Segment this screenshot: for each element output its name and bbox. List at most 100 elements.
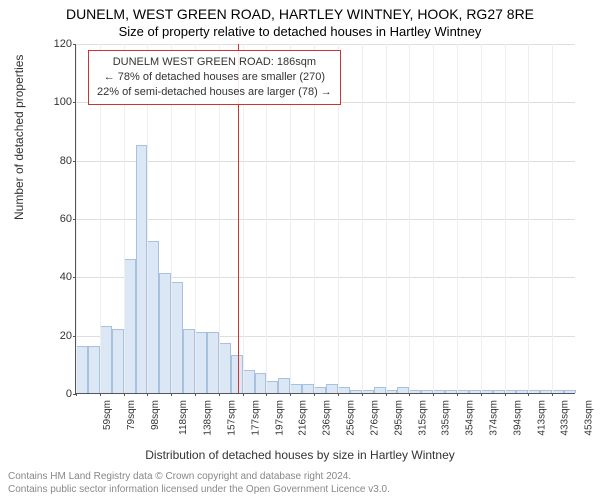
histogram-bar <box>266 381 278 393</box>
xtick-label: 433sqm <box>560 400 571 436</box>
xtick-mark <box>362 393 363 396</box>
footer-line-1: Contains HM Land Registry data © Crown c… <box>8 471 390 484</box>
histogram-bar <box>76 346 88 393</box>
xtick-mark <box>147 393 148 396</box>
gridline-v <box>528 44 529 393</box>
xtick-mark <box>409 393 410 396</box>
chart-title-subtitle: Size of property relative to detached ho… <box>0 24 600 39</box>
chart-title-address: DUNELM, WEST GREEN ROAD, HARTLEY WINTNEY… <box>0 6 600 22</box>
gridline-v <box>505 44 506 393</box>
histogram-bar <box>255 373 267 393</box>
histogram-bar <box>469 390 481 393</box>
histogram-bar <box>314 387 326 393</box>
xtick-mark <box>219 393 220 396</box>
xtick-mark <box>386 393 387 396</box>
xtick-mark <box>505 393 506 396</box>
histogram-bar <box>505 390 517 393</box>
histogram-bar <box>100 326 112 393</box>
ytick-mark <box>73 394 76 395</box>
gridline-h <box>76 219 575 220</box>
histogram-bar <box>421 390 433 393</box>
ytick-label: 60 <box>50 213 72 225</box>
ytick-label: 0 <box>50 388 72 400</box>
xtick-label: 98sqm <box>150 400 161 430</box>
xtick-label: 354sqm <box>465 400 476 436</box>
xtick-mark <box>338 393 339 396</box>
xtick-label: 413sqm <box>536 400 547 436</box>
histogram-bar <box>219 343 231 393</box>
xtick-mark <box>457 393 458 396</box>
xtick-label: 177sqm <box>250 400 261 436</box>
ytick-mark <box>73 219 76 220</box>
xtick-label: 276sqm <box>369 400 380 436</box>
gridline-v <box>433 44 434 393</box>
gridline-v <box>457 44 458 393</box>
histogram-bar <box>386 390 398 393</box>
xtick-mark <box>266 393 267 396</box>
annotation-line-2: ← 78% of detached houses are smaller (27… <box>97 70 332 85</box>
histogram-bar <box>528 390 540 393</box>
histogram-bar <box>136 145 148 393</box>
xtick-mark <box>76 393 77 396</box>
histogram-bar <box>564 390 576 393</box>
histogram-bar <box>433 390 445 393</box>
gridline-v <box>409 44 410 393</box>
xtick-label: 335sqm <box>441 400 452 436</box>
histogram-bar <box>112 329 124 393</box>
xtick-label: 453sqm <box>584 400 595 436</box>
histogram-bar <box>409 390 421 393</box>
xtick-label: 138sqm <box>203 400 214 436</box>
histogram-bar <box>445 390 457 393</box>
histogram-bar <box>231 355 243 393</box>
xtick-label: 59sqm <box>102 400 113 430</box>
histogram-bar <box>374 387 386 393</box>
histogram-bar <box>350 390 362 393</box>
gridline-v <box>386 44 387 393</box>
ytick-mark <box>73 336 76 337</box>
histogram-bar <box>552 390 564 393</box>
xtick-mark <box>481 393 482 396</box>
xtick-mark <box>528 393 529 396</box>
histogram-bar <box>290 384 302 393</box>
xtick-label: 216sqm <box>298 400 309 436</box>
histogram-bar <box>457 390 469 393</box>
y-axis-label: Number of detached properties <box>12 55 26 220</box>
xtick-label: 315sqm <box>417 400 428 436</box>
xtick-mark <box>433 393 434 396</box>
histogram-bar <box>362 390 374 393</box>
footer-attribution: Contains HM Land Registry data © Crown c… <box>8 471 390 496</box>
xtick-label: 118sqm <box>178 400 189 435</box>
xtick-label: 236sqm <box>322 400 333 436</box>
histogram-bar <box>243 370 255 393</box>
histogram-bar <box>207 332 219 393</box>
ytick-mark <box>73 44 76 45</box>
histogram-bar <box>195 332 207 393</box>
gridline-h <box>76 161 575 162</box>
gridline-v <box>481 44 482 393</box>
ytick-mark <box>73 161 76 162</box>
histogram-bar <box>124 259 136 393</box>
gridline-v <box>552 44 553 393</box>
xtick-mark <box>314 393 315 396</box>
xtick-label: 256sqm <box>346 400 357 436</box>
histogram-bar <box>88 346 100 393</box>
histogram-bar <box>481 390 493 393</box>
xtick-label: 79sqm <box>126 400 137 430</box>
histogram-bar <box>326 384 338 393</box>
xtick-mark <box>124 393 125 396</box>
plot-area: DUNELM WEST GREEN ROAD: 186sqm ← 78% of … <box>75 44 575 394</box>
ytick-mark <box>73 102 76 103</box>
histogram-bar <box>397 387 409 393</box>
xtick-mark <box>552 393 553 396</box>
ytick-label: 100 <box>50 96 72 108</box>
gridline-v <box>76 44 77 393</box>
annotation-box: DUNELM WEST GREEN ROAD: 186sqm ← 78% of … <box>88 50 341 105</box>
ytick-label: 80 <box>50 155 72 167</box>
xtick-mark <box>100 393 101 396</box>
ytick-label: 40 <box>50 271 72 283</box>
xtick-label: 157sqm <box>227 400 238 436</box>
histogram-bar <box>147 241 159 393</box>
histogram-bar <box>516 390 528 393</box>
ytick-label: 120 <box>50 38 72 50</box>
x-axis-label: Distribution of detached houses by size … <box>0 448 600 462</box>
